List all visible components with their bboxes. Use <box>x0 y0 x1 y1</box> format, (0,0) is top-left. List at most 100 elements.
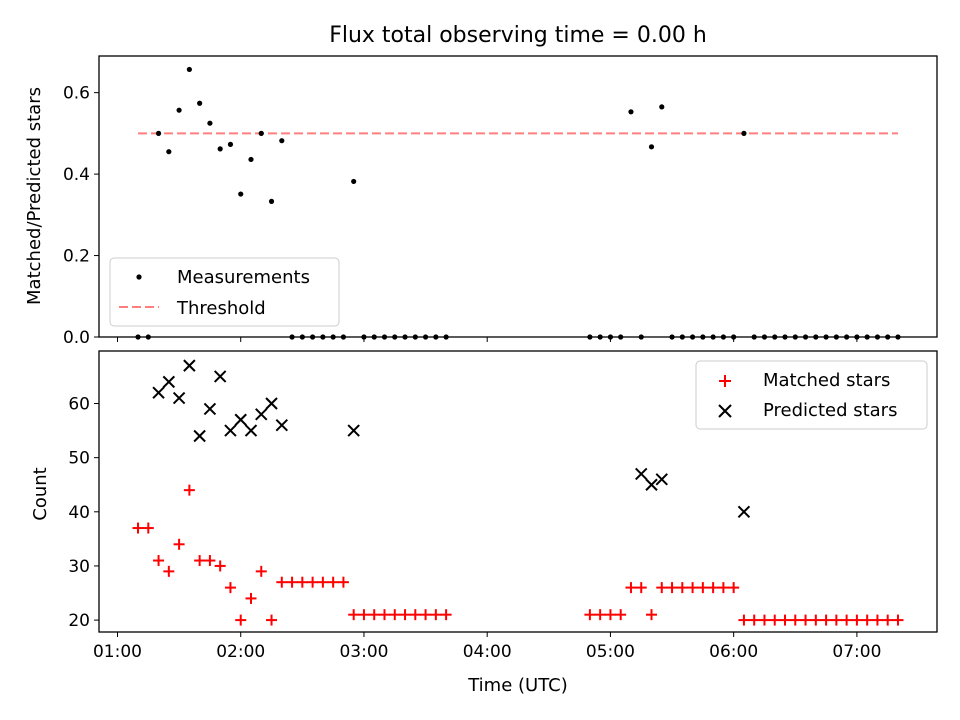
predicted-star-point <box>203 402 217 416</box>
matched-star-point <box>276 576 288 588</box>
matched-star-point <box>841 614 853 626</box>
x-axis-label: Time (UTC) <box>467 675 568 696</box>
matched-star-point <box>738 614 750 626</box>
legend-predicted-marker <box>718 404 732 418</box>
measurement-point <box>258 130 264 136</box>
y-tick-label: 20 <box>68 611 90 631</box>
matched-star-point <box>337 576 349 588</box>
matched-star-point <box>307 576 319 588</box>
legend-threshold-label: Threshold <box>176 298 266 319</box>
measurement-point <box>648 144 655 150</box>
predicted-star-point <box>255 408 268 421</box>
matched-star-point <box>594 609 606 621</box>
predicted-star-point <box>265 397 278 410</box>
matched-star-point <box>399 609 411 621</box>
predicted-star-point <box>655 473 668 486</box>
matched-star-point <box>748 614 760 626</box>
chart-title: Flux total observing time = 0.00 h <box>329 23 707 48</box>
matched-star-point <box>378 609 390 621</box>
matched-star-point <box>389 609 401 621</box>
x-tick-label: 03:00 <box>339 642 388 662</box>
measurement-point <box>268 198 275 204</box>
matched-star-point <box>892 614 904 626</box>
matched-star-point <box>615 609 627 621</box>
bottom-legend-box <box>695 360 928 430</box>
matched-star-point <box>296 576 308 588</box>
predicted-star-point <box>172 391 186 405</box>
bottom-axis-ticks: 20 30 40 50 60 01:00 02:00 03:00 04:00 05:00 06:00… <box>68 395 881 662</box>
top-plot-frame <box>98 55 938 338</box>
top-axis-ticks: 0.0 0.2 0.4 0.6 <box>63 84 858 348</box>
matched-star-point <box>358 609 370 621</box>
matched-star-point <box>687 582 699 594</box>
legend-matched-marker <box>719 375 731 387</box>
measurement-point <box>741 130 747 136</box>
matched-star-point <box>697 582 709 594</box>
measurement-point <box>217 146 223 152</box>
matched-star-point <box>707 582 719 594</box>
matched-star-point <box>810 614 822 626</box>
measurement-point <box>176 107 182 113</box>
matched-star-point <box>153 555 165 567</box>
measurement-point <box>351 178 357 185</box>
measurement-point <box>238 191 244 197</box>
matched-star-point <box>255 565 267 577</box>
matched-star-point <box>286 576 298 588</box>
predicted-star-point <box>162 375 176 389</box>
predicted-star-point <box>244 424 258 437</box>
top-legend-box <box>109 257 340 327</box>
matched-star-point <box>728 582 740 594</box>
predicted-star-point <box>645 478 658 491</box>
y-tick-label: 0.4 <box>63 165 90 185</box>
matched-star-point <box>851 614 863 626</box>
bottom-legend: Matched stars Predicted stars <box>695 360 928 430</box>
predicted-star-point <box>193 429 206 443</box>
matched-star-point <box>420 609 432 621</box>
matched-star-point <box>163 565 175 577</box>
matched-star-point <box>882 614 894 626</box>
matched-star-point <box>656 582 668 594</box>
measurement-point <box>207 120 213 126</box>
matched-star-point <box>871 614 883 626</box>
matched-star-point <box>327 576 339 588</box>
predicted-star-point <box>275 418 289 432</box>
matched-star-point <box>204 555 216 567</box>
predicted-star-point <box>183 359 196 372</box>
measurement-point <box>628 109 634 115</box>
legend-matched-label: Matched stars <box>763 370 890 391</box>
bottom-y-axis-label: Count <box>30 467 51 520</box>
matched-star-point <box>245 592 257 604</box>
matched-star-point <box>235 614 247 626</box>
measurement-point <box>197 100 203 106</box>
matched-star-point <box>194 555 206 567</box>
bottom-panel: 20 30 40 50 60 01:00 02:00 03:00 04:00 05:00 06:00… <box>30 350 938 696</box>
matched-star-point <box>789 614 801 626</box>
y-tick-label: 30 <box>68 557 90 577</box>
legend-measurements-label: Measurements <box>177 267 310 288</box>
top-y-axis-label: Matched/Predicted stars <box>24 87 45 305</box>
y-tick-label: 0.2 <box>63 247 90 267</box>
x-tick-label: 01:00 <box>93 642 142 662</box>
predicted-star-point <box>347 424 360 437</box>
x-tick-label: 04:00 <box>463 642 512 662</box>
matched-star-point <box>779 614 791 626</box>
predicted-star-point <box>737 505 751 519</box>
matched-star-point <box>717 582 729 594</box>
predicted-star-point <box>152 386 165 399</box>
y-tick-label: 60 <box>68 395 90 415</box>
x-tick-label: 02:00 <box>216 642 265 662</box>
matched-star-point <box>584 609 596 621</box>
matched-star-point <box>861 614 873 626</box>
matched-star-point <box>820 614 832 626</box>
matched-star-point <box>132 522 144 534</box>
matched-star-point <box>409 609 421 621</box>
matched-star-point <box>758 614 770 626</box>
matched-star-point <box>317 576 329 588</box>
predicted-star-point <box>213 370 227 383</box>
matched-star-point <box>666 582 678 594</box>
matched-star-point <box>646 609 658 621</box>
x-tick-label: 05:00 <box>586 642 635 662</box>
y-tick-label: 0.6 <box>63 84 90 104</box>
